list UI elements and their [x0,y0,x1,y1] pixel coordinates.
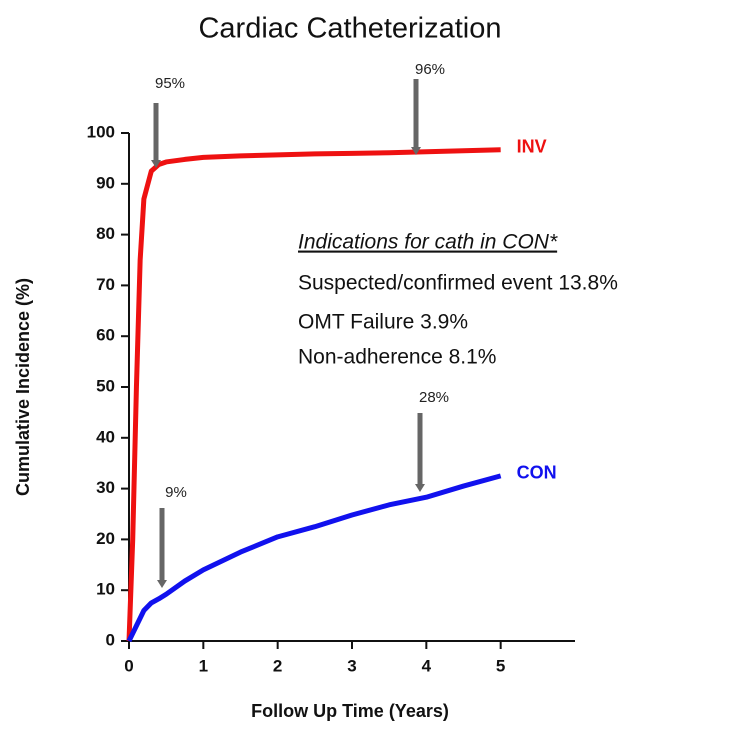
annotation-label: 96% [415,61,445,78]
notes-heading: Indications for cath in CON* [298,231,558,254]
annotation-label: 95% [155,75,185,92]
x-axis-label: Follow Up Time (Years) [251,701,449,721]
x-tick-label: 5 [496,656,505,675]
series-line [126,147,501,642]
y-axis-label: Cumulative Incidence (%) [13,278,33,496]
notes-line: Suspected/confirmed event 13.8% [298,272,618,295]
y-tick-label: 10 [96,580,115,599]
y-tick-label: 60 [96,326,115,345]
series-line [126,473,502,643]
annotation-arrowhead [151,160,161,168]
y-tick-label: 90 [96,173,115,192]
x-tick-label: 0 [124,656,133,675]
y-tick-label: 20 [96,529,115,548]
annotation-label: 9% [165,484,187,501]
series-label: INV [517,137,547,157]
y-tick-label: 40 [96,427,115,446]
series-label: CON [517,463,557,483]
y-tick-label: 70 [96,275,115,294]
y-tick-label: 30 [96,478,115,497]
y-tick-label: 50 [96,376,115,395]
x-tick-label: 1 [199,656,208,675]
notes-line: Non-adherence 8.1% [298,346,496,369]
annotation-arrowhead [411,147,421,155]
y-tick-label: 0 [106,630,115,649]
notes-line: OMT Failure 3.9% [298,311,468,334]
chart-title: Cardiac Catheterization [198,13,501,45]
annotation-arrowhead [415,484,425,492]
annotation-arrowhead [157,580,167,588]
y-tick-label: 80 [96,224,115,243]
x-tick-label: 4 [422,656,432,675]
annotation-label: 28% [419,389,449,406]
y-tick-label: 100 [87,122,115,141]
x-tick-label: 3 [347,656,356,675]
x-tick-label: 2 [273,656,282,675]
